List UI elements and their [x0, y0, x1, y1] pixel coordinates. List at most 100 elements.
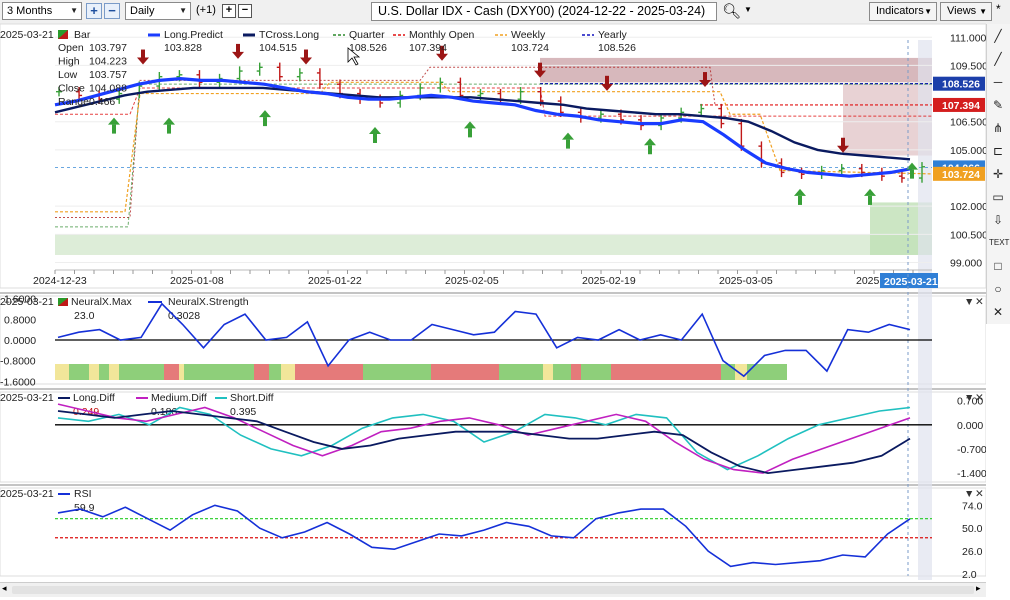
- buy-signal-icon: [566, 139, 570, 149]
- diff-date-label: 2025-03-21: [0, 392, 54, 404]
- drawing-toolbar: ╱ ╱ ─ ✎ ⋔ ⊏ ✛ ▭ ⇩ TEXT □ ○ ✕: [986, 24, 1010, 324]
- y-axis-tick: 2.0: [962, 569, 977, 581]
- buy-signal-icon: [562, 132, 574, 140]
- panel-frame: [0, 487, 986, 577]
- ohlc-key: Open: [58, 42, 84, 54]
- sell-signal-icon: [440, 45, 444, 55]
- line-tool-icon[interactable]: ╱: [994, 29, 1002, 43]
- price-tag: [933, 97, 985, 112]
- buy-signal-icon: [167, 124, 171, 134]
- rectangle-tool-icon[interactable]: □: [994, 259, 1002, 273]
- neural-date-label: 2025-03-21: [0, 296, 54, 308]
- zoom-out-button[interactable]: −: [104, 3, 120, 19]
- legend-value: 103.828: [164, 42, 202, 54]
- signal-strip-segment: [179, 364, 184, 380]
- monthly-open-history: [55, 87, 932, 117]
- step-label: (+1): [196, 4, 216, 16]
- signal-strip-segment: [431, 364, 499, 380]
- views-label: Views: [947, 5, 977, 17]
- signal-strip-segment: [747, 364, 787, 380]
- sell-signal-icon: [841, 137, 845, 147]
- panel-menu-icon: ▼: [964, 488, 974, 500]
- indicators-button[interactable]: Indicators ▼: [869, 2, 937, 21]
- legend-value: 59.9: [74, 502, 95, 514]
- ohlc-value: 0.466: [89, 96, 115, 108]
- symbol-title-field[interactable]: U.S. Dollar IDX - Cash (DXY00) (2024-12-…: [371, 2, 717, 21]
- panel-close-icon: ✕: [975, 296, 984, 308]
- interval-value: Daily: [130, 5, 155, 17]
- chevron-down-icon: ▼: [979, 7, 987, 16]
- range-select[interactable]: 3 Months ▼: [2, 2, 82, 20]
- y-axis-tick: -0.8000: [0, 356, 36, 368]
- circle-tool-icon[interactable]: ○: [994, 282, 1002, 296]
- scroll-right-icon[interactable]: ▸: [976, 583, 981, 593]
- search-icon[interactable]: 🔍︎: [722, 3, 742, 20]
- buy-signal-icon: [648, 145, 652, 155]
- legend-name: Yearly: [598, 29, 628, 41]
- y-axis-tick: 99.000: [950, 257, 982, 269]
- buy-signal-icon: [108, 117, 120, 125]
- legend-name: Quarter: [349, 29, 385, 41]
- step-remove-button[interactable]: −: [238, 4, 252, 18]
- y-axis-tick: 0.8000: [4, 314, 36, 326]
- legend-name: Weekly: [511, 29, 546, 41]
- legend-name: RSI: [74, 488, 92, 500]
- y-axis-tick: 100.500: [950, 229, 986, 241]
- weekly-line: [55, 81, 933, 213]
- x-axis-tick: 2025-03-05: [719, 275, 773, 287]
- pencil-icon[interactable]: ✎: [992, 98, 1004, 112]
- legend-value: 23.0: [74, 310, 95, 322]
- sell-signal-icon: [605, 75, 609, 85]
- signal-strip-segment: [269, 364, 281, 380]
- scrollbar-thumb[interactable]: [12, 586, 974, 594]
- comment-icon[interactable]: ▭: [992, 190, 1004, 204]
- rsi-date-label: 2025-03-21: [0, 488, 54, 500]
- step-add-button[interactable]: +: [222, 4, 236, 18]
- legend-name: Bar: [74, 29, 91, 41]
- legend-value: 0.395: [230, 406, 256, 418]
- signal-strip-segment: [735, 364, 747, 380]
- panel-frame: [0, 391, 986, 483]
- signal-strip-segment: [543, 364, 553, 380]
- ray-tool-icon[interactable]: ╱: [994, 52, 1002, 66]
- buy-signal-icon: [464, 121, 476, 129]
- buy-signal-icon: [163, 117, 175, 125]
- scroll-left-icon[interactable]: ◂: [2, 583, 7, 593]
- chevron-down-icon[interactable]: ▼: [744, 5, 752, 14]
- interval-select[interactable]: Daily ▼: [125, 2, 191, 20]
- legend-name: Long.Predict: [164, 29, 223, 41]
- rsi-line: [57, 504, 911, 568]
- legend-value: 108.526: [598, 42, 636, 54]
- x-axis-tick: 2025-02-19: [582, 275, 636, 287]
- signal-strip-segment: [119, 364, 164, 380]
- x-axis-tick: 2025: [856, 275, 880, 287]
- ohlc-key: Range: [58, 96, 89, 108]
- sell-signal-icon: [137, 57, 149, 65]
- text-tool-icon[interactable]: TEXT: [989, 238, 1010, 247]
- current-date-label: 2025-03-21: [884, 276, 938, 288]
- delete-drawing-icon[interactable]: ✕: [992, 305, 1004, 319]
- chart-area[interactable]: 111.000 109.500 106.500 105.000 102.000 100.5…: [0, 0, 986, 582]
- arrow-tool-icon[interactable]: ⇩: [992, 213, 1004, 227]
- buy-signal-icon: [369, 126, 381, 134]
- signal-strip-segment: [295, 364, 363, 380]
- views-button[interactable]: Views ▼: [940, 2, 992, 21]
- horizontal-line-icon[interactable]: ─: [993, 75, 1003, 89]
- horizontal-scrollbar[interactable]: ◂ ▸: [0, 582, 986, 597]
- fibonacci-icon[interactable]: ⋔: [992, 121, 1004, 135]
- panel-menu-icon: ▼: [964, 392, 974, 404]
- legend-name: Short.Diff: [230, 392, 274, 404]
- legend-value: 0.3028: [168, 310, 200, 322]
- buy-signal-icon: [373, 133, 377, 143]
- legend-name: Monthly Open: [409, 29, 475, 41]
- y-axis-tick: 109.500: [950, 60, 986, 72]
- crosshair-icon[interactable]: ✛: [992, 167, 1004, 181]
- zoom-in-button[interactable]: +: [86, 3, 102, 19]
- sell-signal-icon: [538, 62, 542, 72]
- support-zone: [55, 234, 932, 255]
- mouse-cursor-icon: [347, 47, 361, 66]
- favorite-star[interactable]: *: [996, 2, 1001, 16]
- signal-strip-segment: [184, 364, 254, 380]
- y-axis-tick: 106.500: [950, 117, 986, 129]
- bracket-icon[interactable]: ⊏: [992, 144, 1004, 158]
